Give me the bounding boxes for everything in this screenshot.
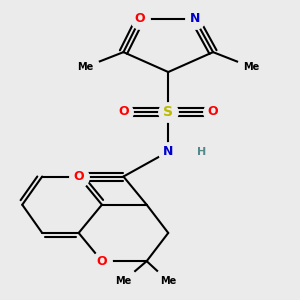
Text: Me: Me xyxy=(160,276,176,286)
Text: Me: Me xyxy=(77,62,93,72)
Text: H: H xyxy=(197,147,206,157)
Text: Me: Me xyxy=(115,276,132,286)
Text: O: O xyxy=(97,255,107,268)
Text: N: N xyxy=(163,145,173,158)
Text: S: S xyxy=(163,105,173,119)
Text: O: O xyxy=(74,170,84,183)
Text: O: O xyxy=(208,105,218,118)
Text: O: O xyxy=(135,12,146,26)
Text: N: N xyxy=(190,12,200,26)
Text: O: O xyxy=(118,105,129,118)
Text: Me: Me xyxy=(243,62,259,72)
